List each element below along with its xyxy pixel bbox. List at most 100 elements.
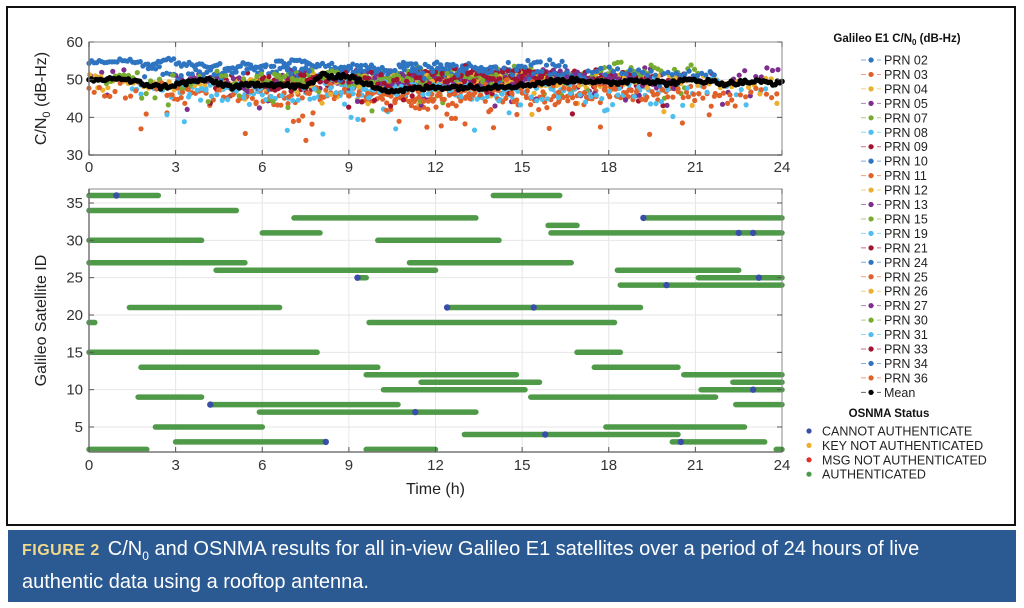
legend-marker	[868, 173, 874, 179]
cn0-point	[316, 89, 322, 95]
legend-label: PRN 11	[884, 169, 927, 183]
osnma-legend-title: OSNMA Status	[849, 408, 930, 420]
legend-marker	[868, 288, 874, 294]
cn0-point	[644, 85, 650, 91]
y-tick-label: 10	[66, 382, 83, 399]
cn0-point	[610, 68, 617, 75]
cn0-point	[413, 67, 419, 73]
cn0-point	[471, 78, 477, 84]
cn0-point	[424, 124, 430, 130]
cn0-point	[400, 63, 406, 69]
cn0-point	[242, 130, 248, 137]
cn0-point	[346, 93, 352, 99]
cn0-point	[522, 64, 528, 70]
cn0-point	[121, 72, 127, 78]
legend-entry-msg-not-authenticated: MSG NOT AUTHENTICATED	[806, 453, 987, 467]
cn0-point	[420, 70, 426, 76]
cannot-auth-point-sat-21	[443, 304, 451, 311]
cn0-point	[604, 107, 610, 113]
cn0-point	[679, 120, 686, 126]
legend-marker	[868, 245, 874, 251]
cn0-point	[289, 77, 295, 83]
cn0-point	[649, 89, 655, 95]
legend-entry-mean: Mean	[861, 386, 915, 400]
y-tick-label: 35	[66, 195, 83, 212]
cn0-point	[99, 69, 105, 75]
cn0-point	[517, 102, 524, 108]
legend-marker	[868, 303, 874, 309]
legend-label: PRN 31	[884, 328, 928, 342]
cn0-point	[164, 112, 170, 118]
cn0-point	[394, 76, 400, 82]
cn0-point	[531, 90, 537, 96]
cn0-point	[675, 86, 681, 92]
cn0-point	[562, 63, 568, 69]
cn0-point	[446, 62, 453, 68]
cn0-point	[365, 90, 371, 96]
legend-marker	[868, 230, 874, 236]
x-tick-label: 21	[687, 159, 704, 176]
cn0-point	[711, 72, 717, 78]
cn0-point	[615, 66, 621, 72]
cn0-point	[307, 96, 313, 102]
cn0-point	[284, 67, 290, 73]
cn0-point	[310, 110, 316, 116]
cn0-point	[411, 98, 417, 104]
cn0-point	[365, 75, 371, 81]
cn0-point	[448, 115, 455, 121]
cannot-auth-point-sat-4	[542, 431, 549, 438]
cn0-point	[388, 69, 394, 75]
x-tick-label: 15	[514, 159, 531, 176]
cn0-point	[217, 61, 223, 67]
cn0-point	[472, 65, 478, 71]
cn0-point	[392, 67, 398, 74]
cn0-point	[249, 95, 255, 101]
legend-label: PRN 10	[884, 155, 928, 169]
cn0-point	[205, 99, 211, 105]
x-tick-label: 0	[85, 159, 93, 176]
mean-point	[351, 75, 358, 81]
cannot-auth-point-sat-36	[113, 192, 120, 199]
cn0-point	[211, 72, 217, 78]
legend-label: PRN 12	[884, 184, 928, 198]
cn0-point	[468, 69, 474, 75]
cn0-point	[365, 101, 371, 107]
legend-entry-prn-11: PRN 11	[861, 169, 927, 183]
cn0-point	[569, 111, 576, 117]
cn0-point	[543, 62, 550, 68]
legend-marker	[868, 86, 874, 92]
x-tick-label: 21	[687, 457, 704, 474]
cn0-point	[518, 64, 524, 70]
cn0-point	[329, 60, 335, 66]
cn0-point	[393, 96, 399, 103]
osnma-x-axis-label: Time (h)	[406, 481, 465, 498]
cn0-point	[362, 62, 368, 68]
legend-marker	[868, 274, 874, 280]
legend-marker	[868, 100, 874, 106]
legend-marker	[868, 375, 874, 381]
cn0-point	[241, 76, 247, 82]
cn0-point	[732, 103, 738, 109]
cn0-point	[597, 99, 603, 106]
y-tick-label: 30	[66, 147, 83, 164]
cn0-point	[452, 91, 458, 97]
cn0-point	[610, 102, 616, 108]
y-tick-label: 30	[66, 232, 83, 249]
cn0-point	[434, 59, 440, 65]
cn0-point	[439, 70, 445, 77]
cn0-point	[371, 97, 378, 103]
legend-entry-prn-33: PRN 33	[861, 343, 928, 357]
cn0-point	[148, 78, 154, 84]
cn0-point	[500, 99, 506, 105]
legend-label: PRN 08	[884, 126, 928, 140]
cn0-point	[753, 85, 759, 91]
cn0-point	[654, 91, 660, 97]
cn0-point	[279, 93, 285, 99]
cn0-point	[618, 59, 624, 65]
cn0-point	[384, 100, 390, 106]
legend-label: AUTHENTICATED	[822, 468, 926, 482]
cn0-point	[547, 72, 554, 78]
cn0-point	[640, 69, 646, 76]
cn0-point	[105, 85, 111, 91]
